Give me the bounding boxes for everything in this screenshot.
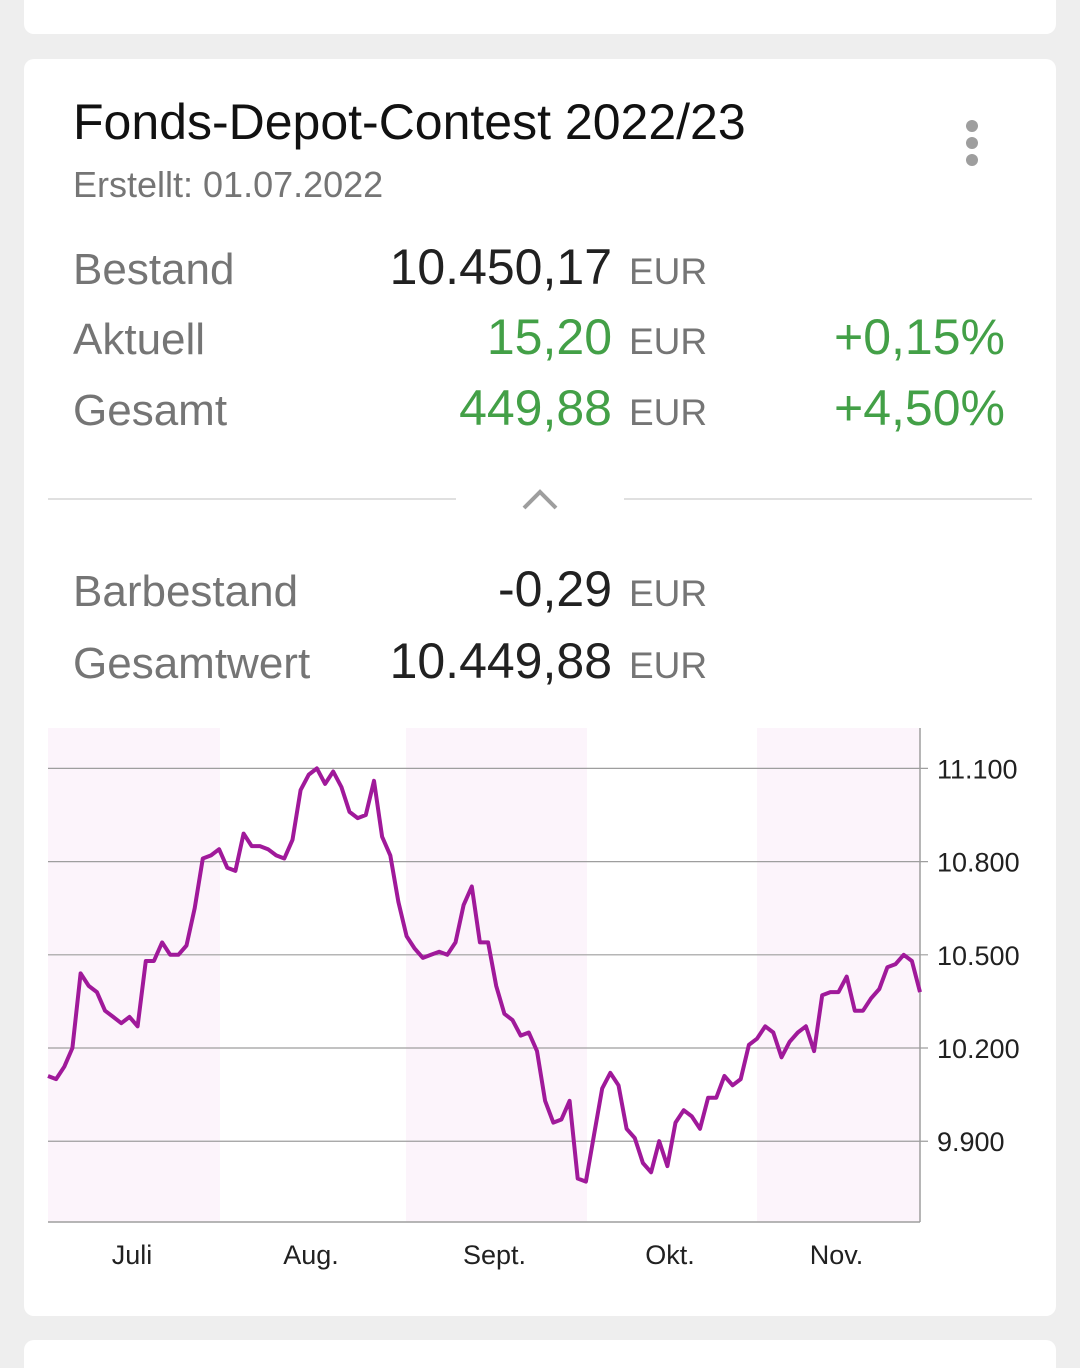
row-value: 449,88 xyxy=(459,380,612,436)
row-value: -0,29 xyxy=(498,561,612,617)
collapse-toggle[interactable] xyxy=(522,489,558,510)
card-subtitle: Erstellt: 01.07.2022 xyxy=(73,164,383,205)
row-unit: EUR xyxy=(629,573,707,614)
row-label: Aktuell xyxy=(73,315,205,364)
row-unit: EUR xyxy=(629,321,707,362)
next-card xyxy=(24,1340,1056,1368)
row-label: Gesamt xyxy=(73,386,227,435)
month-band xyxy=(757,728,920,1222)
row-label: Bestand xyxy=(73,245,234,294)
y-tick-label: 10.500 xyxy=(937,941,1020,971)
price-line xyxy=(47,766,922,1184)
y-tick-label: 10.200 xyxy=(937,1034,1020,1064)
row-value: 15,20 xyxy=(487,309,612,365)
row-unit: EUR xyxy=(629,392,707,433)
x-tick-label: Nov. xyxy=(810,1240,864,1270)
x-tick-label: Juli xyxy=(112,1240,153,1270)
month-band xyxy=(48,728,220,1222)
x-tick-label: Aug. xyxy=(283,1240,339,1270)
x-tick-label: Okt. xyxy=(645,1240,695,1270)
x-tick-label: Sept. xyxy=(463,1240,526,1270)
row-unit: EUR xyxy=(629,251,707,292)
previous-card xyxy=(24,0,1056,34)
month-band xyxy=(406,728,587,1222)
row-unit: EUR xyxy=(629,645,707,686)
row-value: 10.449,88 xyxy=(390,633,612,689)
card-title: Fonds-Depot-Contest 2022/23 xyxy=(73,94,746,150)
menu-button[interactable] xyxy=(966,120,978,166)
row-change: +4,50% xyxy=(834,380,1005,436)
row-change: +0,15% xyxy=(834,309,1005,365)
y-tick-label: 9.900 xyxy=(937,1127,1005,1157)
row-value: 10.450,17 xyxy=(390,239,612,295)
row-label: Gesamtwert xyxy=(73,639,310,688)
y-tick-label: 10.800 xyxy=(937,848,1020,878)
row-label: Barbestand xyxy=(73,567,298,616)
y-tick-label: 11.100 xyxy=(937,754,1018,784)
